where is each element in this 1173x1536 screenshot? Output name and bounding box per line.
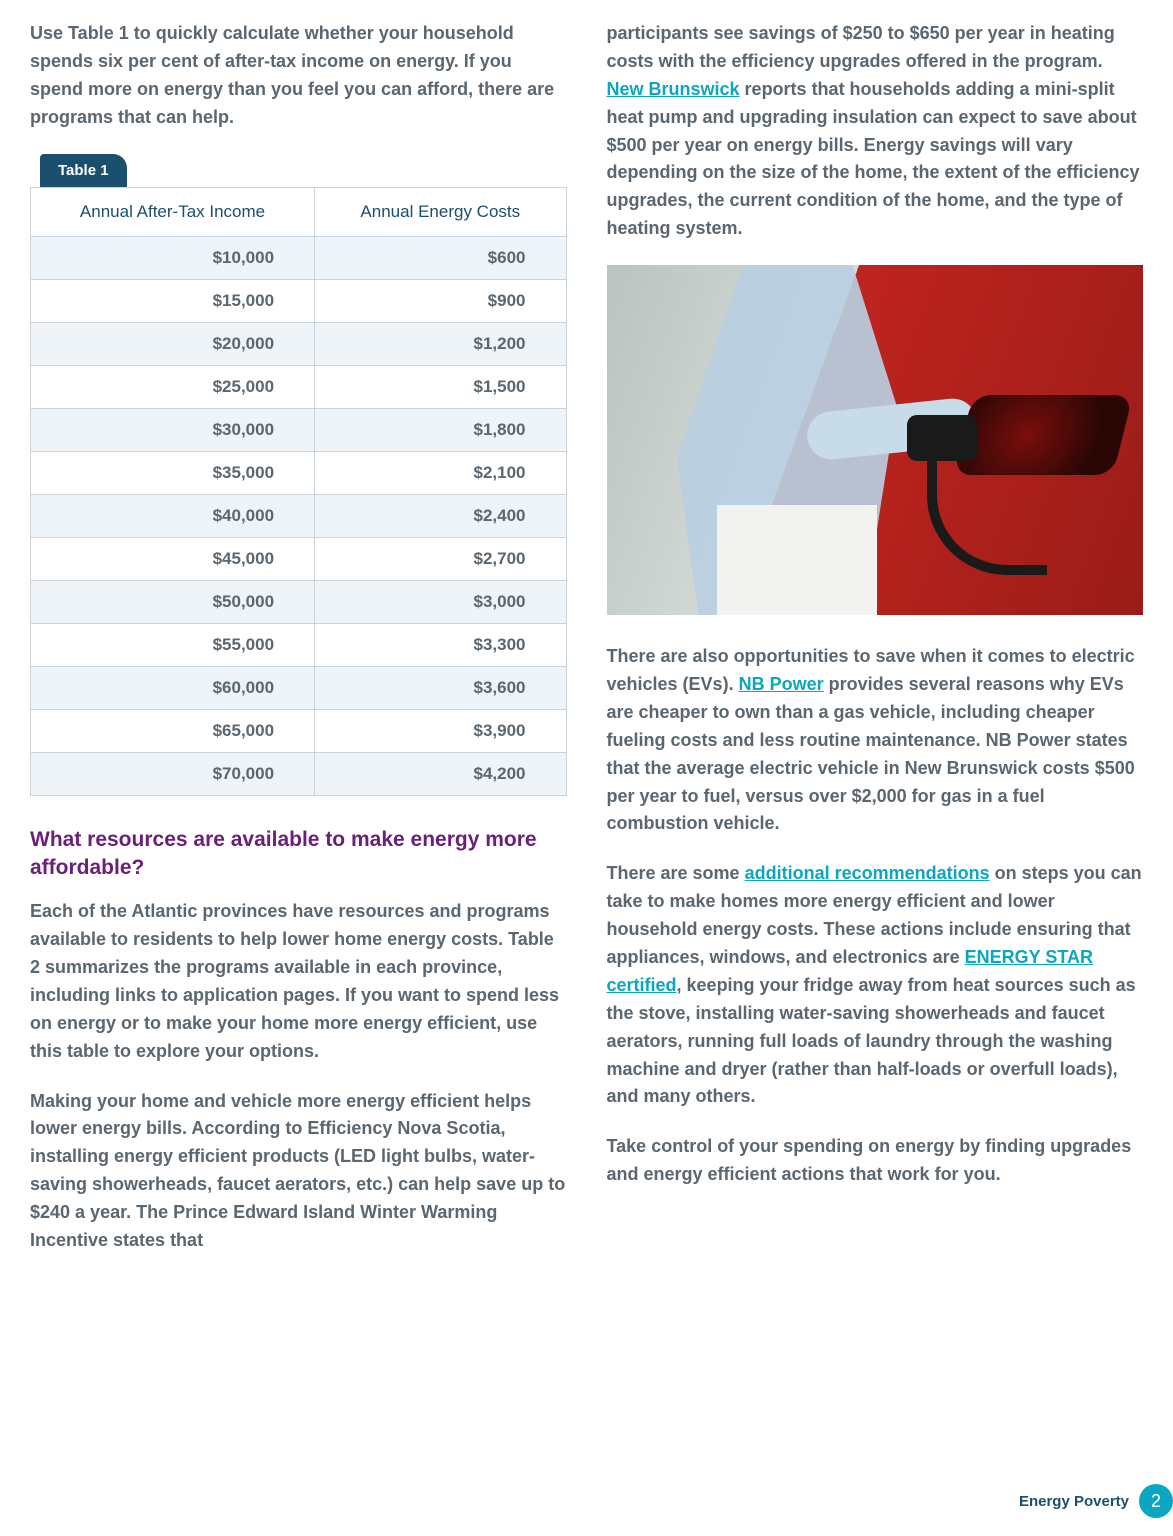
- nb-power-link[interactable]: NB Power: [739, 674, 824, 694]
- table-cell: $2,400: [315, 494, 566, 537]
- table-cell: $2,700: [315, 537, 566, 580]
- table-row: $65,000$3,900: [31, 709, 567, 752]
- table-cell: $50,000: [31, 580, 315, 623]
- recommendations-paragraph: There are some additional recommendation…: [607, 860, 1144, 1111]
- table-1-tab: Table 1: [40, 154, 127, 187]
- table-row: $15,000$900: [31, 279, 567, 322]
- ev-charging-photo: [607, 265, 1144, 615]
- table-row: $30,000$1,800: [31, 408, 567, 451]
- resources-paragraph: Each of the Atlantic provinces have reso…: [30, 898, 567, 1065]
- ev-paragraph: There are also opportunities to save whe…: [607, 643, 1144, 838]
- table-cell: $45,000: [31, 537, 315, 580]
- income-energy-table: Annual After-Tax Income Annual Energy Co…: [30, 187, 567, 796]
- left-column: Use Table 1 to quickly calculate whether…: [30, 20, 567, 1277]
- efficiency-paragraph: Making your home and vehicle more energy…: [30, 1088, 567, 1255]
- table-cell: $2,100: [315, 451, 566, 494]
- text-run: , keeping your fridge away from heat sou…: [607, 975, 1136, 1107]
- closing-paragraph: Take control of your spending on energy …: [607, 1133, 1144, 1189]
- additional-recommendations-link[interactable]: additional recommendations: [745, 863, 990, 883]
- table-cell: $25,000: [31, 365, 315, 408]
- text-run: provides several reasons why EVs are che…: [607, 674, 1135, 833]
- table-cell: $60,000: [31, 666, 315, 709]
- right-column: participants see savings of $250 to $650…: [607, 20, 1144, 1277]
- footer-label: Energy Poverty: [1019, 1493, 1129, 1510]
- table-cell: $1,500: [315, 365, 566, 408]
- col-header-energy: Annual Energy Costs: [315, 187, 566, 236]
- page-footer: Energy Poverty 2: [1019, 1484, 1173, 1518]
- table-row: $60,000$3,600: [31, 666, 567, 709]
- table-row: $70,000$4,200: [31, 752, 567, 795]
- table-row: $55,000$3,300: [31, 623, 567, 666]
- table-row: $25,000$1,500: [31, 365, 567, 408]
- table-row: $45,000$2,700: [31, 537, 567, 580]
- table-row: $35,000$2,100: [31, 451, 567, 494]
- table-cell: $30,000: [31, 408, 315, 451]
- table-row: $20,000$1,200: [31, 322, 567, 365]
- table-cell: $70,000: [31, 752, 315, 795]
- text-run: reports that households adding a mini-sp…: [607, 79, 1140, 238]
- page-number-badge: 2: [1139, 1484, 1173, 1518]
- table-cell: $55,000: [31, 623, 315, 666]
- new-brunswick-link[interactable]: New Brunswick: [607, 79, 740, 99]
- nb-savings-paragraph: participants see savings of $250 to $650…: [607, 20, 1144, 243]
- col-header-income: Annual After-Tax Income: [31, 187, 315, 236]
- section-heading: What resources are available to make ene…: [30, 826, 567, 883]
- table-cell: $20,000: [31, 322, 315, 365]
- table-cell: $15,000: [31, 279, 315, 322]
- table-cell: $3,900: [315, 709, 566, 752]
- text-run: There are some: [607, 863, 745, 883]
- table-row: $40,000$2,400: [31, 494, 567, 537]
- table-cell: $3,600: [315, 666, 566, 709]
- table-cell: $35,000: [31, 451, 315, 494]
- table-cell: $3,000: [315, 580, 566, 623]
- table-cell: $4,200: [315, 752, 566, 795]
- table-header-row: Annual After-Tax Income Annual Energy Co…: [31, 187, 567, 236]
- table-cell: $10,000: [31, 236, 315, 279]
- table-cell: $900: [315, 279, 566, 322]
- two-column-layout: Use Table 1 to quickly calculate whether…: [30, 20, 1143, 1277]
- table-cell: $1,200: [315, 322, 566, 365]
- table-cell: $1,800: [315, 408, 566, 451]
- table-row: $10,000$600: [31, 236, 567, 279]
- table-cell: $40,000: [31, 494, 315, 537]
- text-run: participants see savings of $250 to $650…: [607, 23, 1115, 71]
- table-1-container: Table 1 Annual After-Tax Income Annual E…: [30, 154, 567, 796]
- table-row: $50,000$3,000: [31, 580, 567, 623]
- table-cell: $600: [315, 236, 566, 279]
- table-cell: $65,000: [31, 709, 315, 752]
- intro-paragraph: Use Table 1 to quickly calculate whether…: [30, 20, 567, 132]
- table-cell: $3,300: [315, 623, 566, 666]
